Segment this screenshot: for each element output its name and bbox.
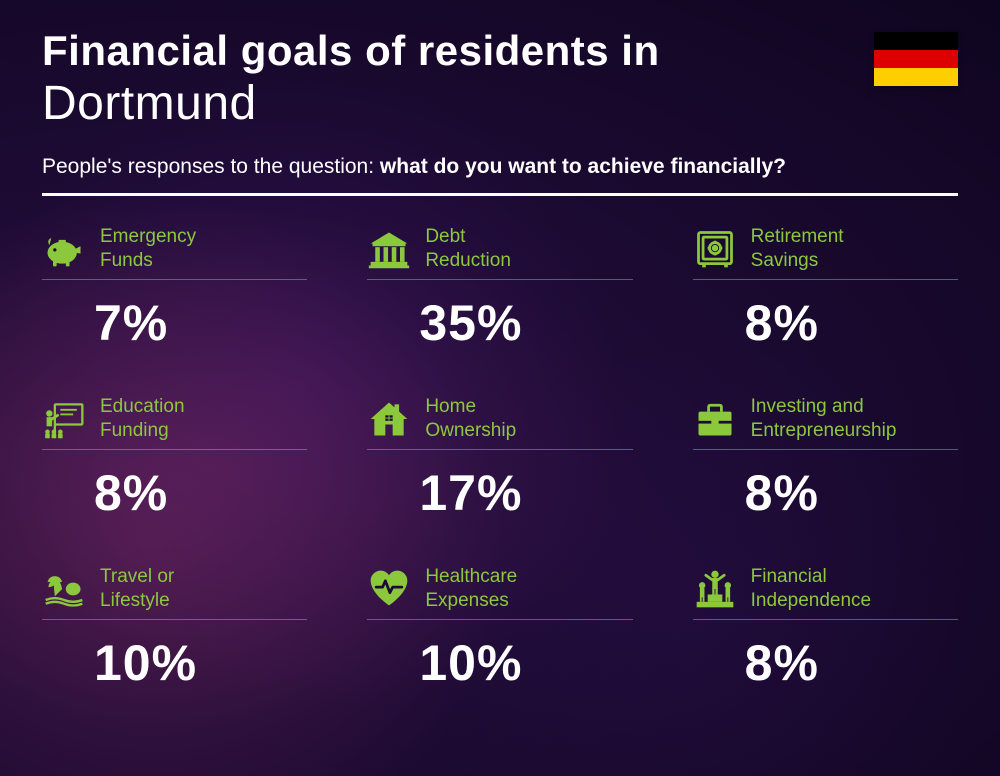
stat-header: Retirement Savings: [693, 224, 958, 280]
stat-value: 8%: [745, 294, 958, 352]
education-icon: [42, 397, 86, 441]
stat-value: 8%: [745, 464, 958, 522]
stat-header: Education Funding: [42, 394, 307, 450]
stat-label: Investing and Entrepreneurship: [751, 395, 897, 443]
subtitle-prefix: People's responses to the question:: [42, 155, 380, 178]
stat-label: Financial Independence: [751, 565, 871, 613]
stat-cell: Financial Independence 8%: [693, 564, 958, 692]
title-light: Dortmund: [42, 76, 958, 131]
stat-value: 8%: [94, 464, 307, 522]
stat-label: Emergency Funds: [100, 225, 196, 273]
independence-icon: [693, 567, 737, 611]
travel-icon: [42, 567, 86, 611]
healthcare-icon: [367, 567, 411, 611]
stat-cell: Retirement Savings 8%: [693, 224, 958, 352]
stat-label: Travel or Lifestyle: [100, 565, 174, 613]
stat-cell: Debt Reduction 35%: [367, 224, 632, 352]
subtitle: People's responses to the question: what…: [42, 155, 958, 179]
subtitle-bold: what do you want to achieve financially?: [380, 155, 786, 178]
stat-cell: Travel or Lifestyle 10%: [42, 564, 307, 692]
flag-germany: [874, 32, 958, 86]
stat-value: 7%: [94, 294, 307, 352]
stat-cell: Home Ownership 17%: [367, 394, 632, 522]
flag-stripe-3: [874, 68, 958, 86]
bank-icon: [367, 227, 411, 271]
stat-header: Healthcare Expenses: [367, 564, 632, 620]
stat-header: Home Ownership: [367, 394, 632, 450]
safe-icon: [693, 227, 737, 271]
flag-stripe-2: [874, 50, 958, 68]
stat-cell: Investing and Entrepreneurship 8%: [693, 394, 958, 522]
divider: [42, 193, 958, 196]
flag-stripe-1: [874, 32, 958, 50]
stat-value: 10%: [94, 634, 307, 692]
stat-header: Financial Independence: [693, 564, 958, 620]
stat-value: 8%: [745, 634, 958, 692]
stat-value: 17%: [419, 464, 632, 522]
stat-value: 35%: [419, 294, 632, 352]
piggy-bank-icon: [42, 227, 86, 271]
stat-header: Emergency Funds: [42, 224, 307, 280]
stat-header: Investing and Entrepreneurship: [693, 394, 958, 450]
stat-header: Travel or Lifestyle: [42, 564, 307, 620]
stat-label: Home Ownership: [425, 395, 516, 443]
stat-cell: Education Funding 8%: [42, 394, 307, 522]
stat-label: Healthcare Expenses: [425, 565, 517, 613]
header: Financial goals of residents in Dortmund…: [42, 28, 958, 196]
title-bold: Financial goals of residents in: [42, 28, 958, 74]
main-container: Financial goals of residents in Dortmund…: [0, 0, 1000, 776]
stat-header: Debt Reduction: [367, 224, 632, 280]
stat-label: Retirement Savings: [751, 225, 844, 273]
house-icon: [367, 397, 411, 441]
stat-cell: Healthcare Expenses 10%: [367, 564, 632, 692]
stats-grid: Emergency Funds 7% Debt Reduction 35% Re…: [42, 224, 958, 692]
stat-value: 10%: [419, 634, 632, 692]
stat-label: Debt Reduction: [425, 225, 511, 273]
stat-label: Education Funding: [100, 395, 185, 443]
briefcase-icon: [693, 397, 737, 441]
stat-cell: Emergency Funds 7%: [42, 224, 307, 352]
